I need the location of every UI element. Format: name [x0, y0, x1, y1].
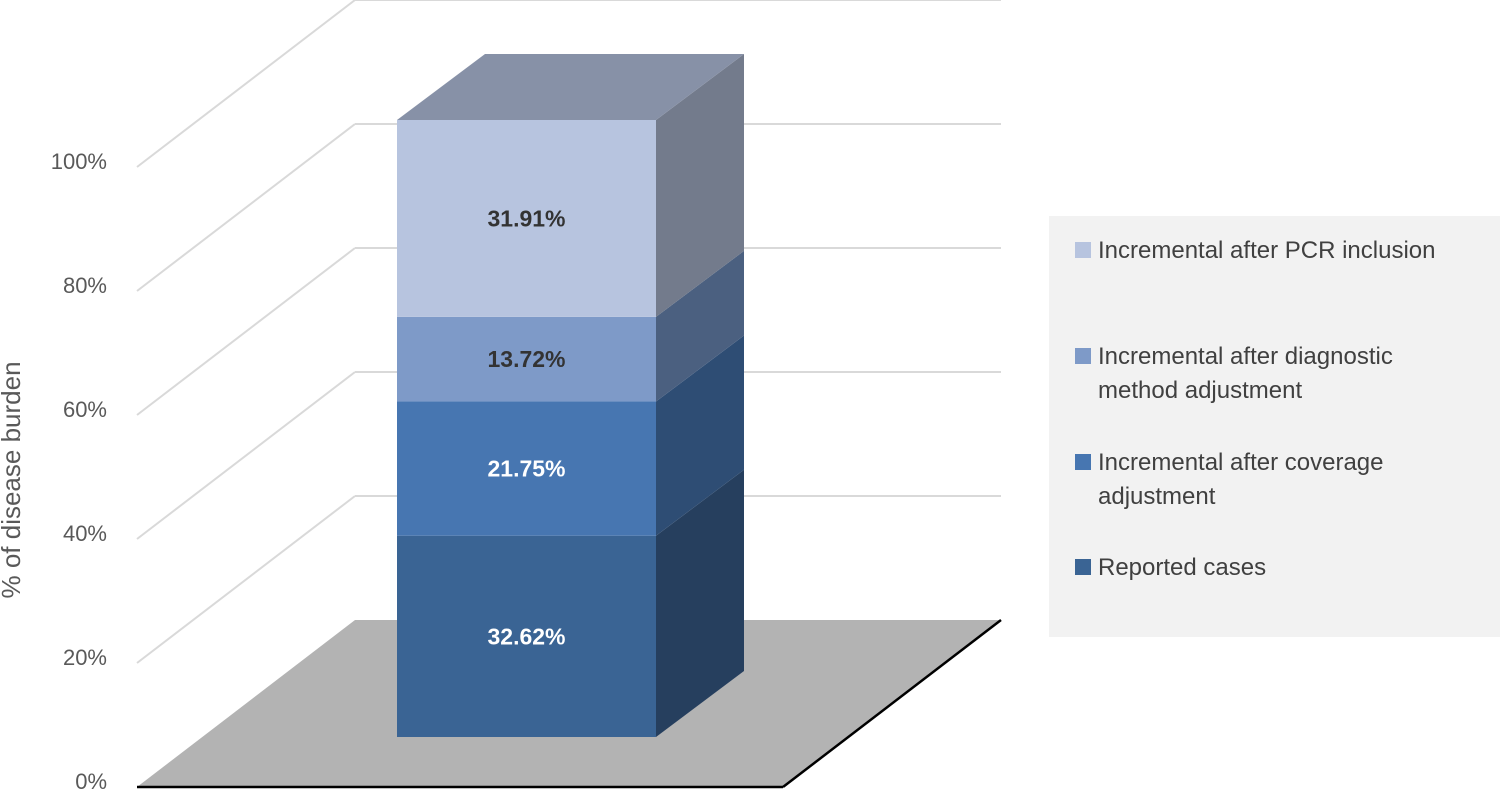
legend-label: Incremental after diagnostic method adjus… — [1098, 343, 1393, 404]
legend-box — [1049, 216, 1500, 637]
y-tick-label: 0% — [75, 769, 107, 794]
legend-label: Reported cases — [1098, 554, 1266, 581]
bar-segment-front — [397, 401, 656, 536]
data-label: 31.91% — [487, 205, 565, 231]
legend-swatch — [1075, 242, 1091, 258]
legend-swatch — [1075, 348, 1091, 364]
stacked-column: 32.62% 21.75% 13.72% 31.91% — [397, 54, 744, 737]
gridline-side — [136, 495, 356, 664]
y-axis-ticks: 0% 20% 40% 60% 80% 100% — [51, 149, 107, 794]
legend-swatch — [1075, 559, 1091, 575]
y-axis-title: % of disease burden — [0, 361, 26, 598]
legend: Incremental after PCR inclusion Increment… — [1049, 216, 1500, 637]
bar-top-face — [397, 54, 744, 120]
bar-segment-side — [656, 250, 744, 402]
floor-right-edge — [782, 619, 1002, 788]
y-tick-label: 80% — [63, 273, 107, 298]
bar-segment-side — [656, 54, 744, 317]
bar-segment-front — [397, 120, 656, 317]
gridline-side — [136, 123, 356, 292]
y-tick-label: 40% — [63, 521, 107, 546]
gridline-side — [136, 0, 356, 168]
bar-segment-front — [397, 535, 656, 737]
data-label: 21.75% — [487, 456, 565, 482]
legend-swatch — [1075, 454, 1091, 470]
y-tick-label: 100% — [51, 149, 107, 174]
data-label: 32.62% — [487, 623, 565, 649]
gridline-side — [136, 371, 356, 540]
bar-segment-side — [656, 469, 744, 737]
legend-label: Incremental after coverage adjustment — [1098, 449, 1383, 510]
bar-segment-side — [656, 335, 744, 536]
gridline-side — [136, 247, 356, 416]
bar-segment-front — [397, 316, 656, 402]
y-tick-label: 20% — [63, 645, 107, 670]
legend-label: Incremental after PCR inclusion — [1098, 237, 1435, 264]
y-tick-label: 60% — [63, 397, 107, 422]
data-label: 13.72% — [487, 346, 565, 372]
